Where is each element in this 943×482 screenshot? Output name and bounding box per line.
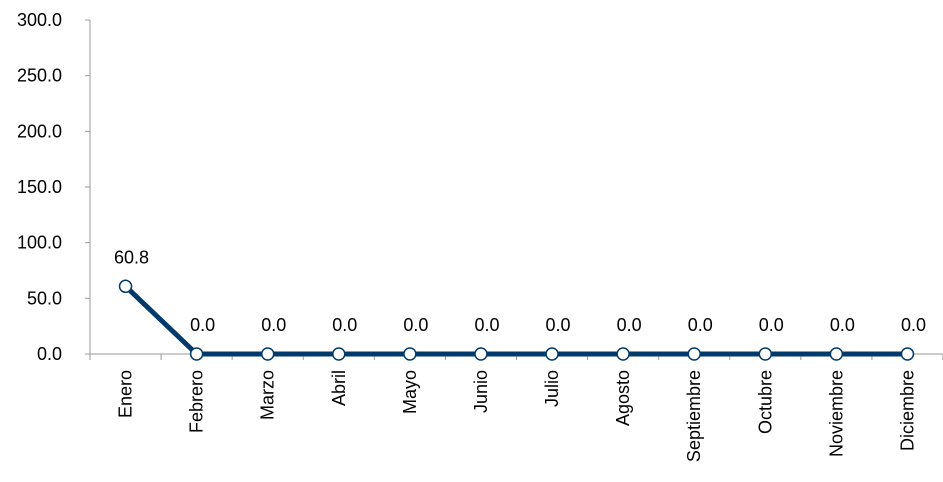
x-tick-label: Febrero — [187, 370, 207, 433]
series-line — [123, 284, 908, 357]
point — [545, 347, 559, 361]
value-label: 0.0 — [261, 315, 286, 335]
x-tick-label: Julio — [542, 370, 562, 407]
x-tick-label: Octubre — [755, 370, 775, 434]
point — [758, 347, 773, 361]
point — [332, 347, 346, 361]
y-tick-label: 50.0 — [27, 288, 62, 308]
point — [687, 347, 701, 361]
x-tick-label: Septiembre — [684, 370, 704, 462]
y-tick-label: 200.0 — [17, 121, 62, 141]
x-tick-label: Enero — [116, 370, 136, 418]
value-label: 0.0 — [403, 315, 428, 335]
x-tick-label: Mayo — [400, 370, 420, 414]
x-tick-label: Junio — [471, 370, 491, 413]
value-label: 0.0 — [332, 315, 357, 335]
value-label: 0.0 — [617, 315, 642, 335]
point — [189, 347, 204, 361]
value-label: 0.0 — [190, 315, 215, 335]
x-tick-label: Diciembre — [897, 370, 917, 451]
value-label: 0.0 — [901, 315, 926, 335]
point — [118, 279, 133, 294]
value-label: 0.0 — [474, 315, 499, 335]
x-tick-label: Abril — [329, 370, 349, 406]
point — [616, 347, 630, 361]
point — [260, 347, 275, 361]
point — [829, 347, 844, 361]
y-tick-label: 100.0 — [17, 233, 62, 253]
point — [403, 347, 417, 361]
value-label: 0.0 — [759, 315, 784, 335]
point — [900, 347, 915, 361]
x-tick-label: Noviembre — [826, 370, 846, 457]
y-tick-label: 250.0 — [17, 66, 62, 86]
point — [474, 347, 488, 361]
value-label: 0.0 — [546, 315, 571, 335]
x-tick-label: Marzo — [258, 370, 278, 420]
value-label: 60.8 — [114, 247, 149, 267]
value-label: 0.0 — [688, 315, 713, 335]
x-tick-label: Agosto — [613, 370, 633, 426]
y-tick-label: 150.0 — [17, 177, 62, 197]
y-tick-label: 0.0 — [37, 344, 62, 364]
value-label: 0.0 — [830, 315, 855, 335]
y-tick-label: 300.0 — [17, 10, 62, 30]
